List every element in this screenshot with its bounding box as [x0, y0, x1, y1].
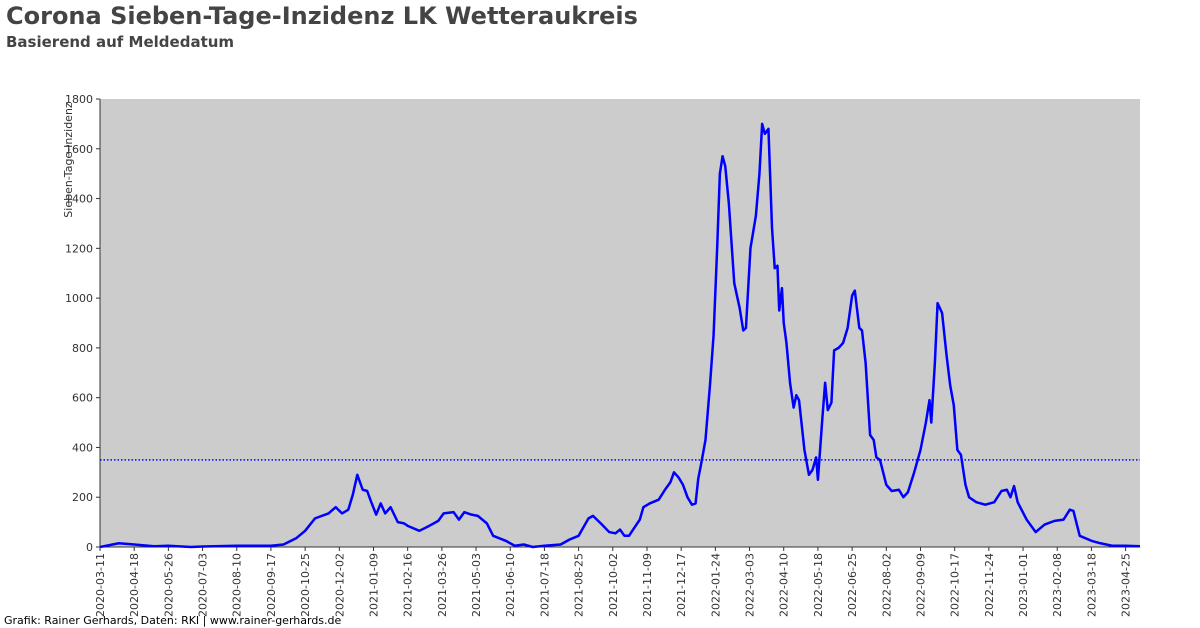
y-tick-label: 400: [72, 441, 93, 454]
y-tick-label: 200: [72, 491, 93, 504]
x-tick-label: 2023-04-25: [1120, 553, 1133, 617]
x-tick-label: 2022-01-24: [709, 553, 722, 617]
y-tick-label: 1000: [65, 292, 93, 305]
x-tick-label: 2022-06-25: [846, 553, 859, 617]
x-tick-label: 2022-10-17: [949, 553, 962, 617]
data-line: [99, 122, 1141, 549]
x-tick-label: 2022-08-02: [880, 553, 893, 617]
x-tick-label: 2022-09-09: [914, 553, 927, 617]
x-tick-label: 2020-07-03: [197, 553, 210, 617]
x-tick-label: 2022-05-18: [812, 553, 825, 617]
x-tick-label: 2021-07-18: [538, 553, 551, 617]
y-tick-label: 1600: [65, 143, 93, 156]
y-tick-label: 600: [72, 392, 93, 405]
x-tick-label: 2020-12-02: [333, 553, 346, 617]
y-tick-label: 0: [86, 541, 93, 554]
y-tick-label: 1200: [65, 242, 93, 255]
x-tick-label: 2023-02-08: [1051, 553, 1064, 617]
x-tick-label: 2021-03-26: [436, 553, 449, 617]
y-tick-label: 800: [72, 342, 93, 355]
x-tick-label: 2020-05-26: [162, 553, 175, 617]
footer: Grafik: Rainer Gerhards, Daten: RKI | ww…: [4, 614, 342, 627]
y-axis-label: Sieben-Tage-Inzidenz: [62, 102, 75, 218]
plot-area: [100, 99, 1140, 547]
x-tick-label: 2021-01-09: [367, 553, 380, 617]
x-tick-label: 2021-05-03: [470, 553, 483, 617]
x-tick-label: 2021-11-09: [641, 553, 654, 617]
x-tick-label: 2021-12-17: [675, 553, 688, 617]
x-tick-label: 2020-04-18: [128, 553, 141, 617]
x-tick-label: 2023-03-18: [1085, 553, 1098, 617]
x-tick-label: 2022-11-24: [983, 553, 996, 617]
x-tick-label: 2021-08-25: [573, 553, 586, 617]
x-tick-label: 2022-04-10: [778, 553, 791, 617]
x-tick-label: 2023-01-01: [1017, 553, 1030, 617]
x-tick-label: 2022-03-03: [744, 553, 757, 617]
y-tick-label: 1800: [65, 93, 93, 106]
chart-subtitle: Basierend auf Meldedatum: [6, 33, 234, 51]
x-tick-label: 2021-06-10: [504, 553, 517, 617]
x-tick-label: 2021-10-02: [607, 553, 620, 617]
x-tick-label: 2020-08-10: [231, 553, 244, 617]
x-tick-label: 2020-10-25: [299, 553, 312, 617]
x-tick-label: 2020-09-17: [265, 553, 278, 617]
x-tick-label: 2020-03-11: [94, 553, 107, 617]
chart-title: Corona Sieben-Tage-Inzidenz LK Wetterauk…: [6, 2, 638, 30]
x-tick-label: 2021-02-16: [402, 553, 415, 617]
y-tick-label: 1400: [65, 193, 93, 206]
